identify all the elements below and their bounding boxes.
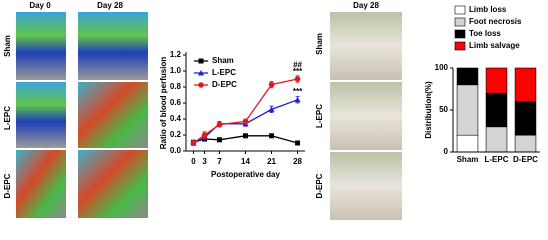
bar-segment (485, 92, 508, 128)
photo-panel: Day 28 Sham L-EPC D-EPC (315, 1, 402, 220)
x-tick-label: 3 (202, 157, 207, 166)
marker (216, 121, 223, 128)
y-tick-label: 1.2 (170, 50, 182, 59)
bar-segment (485, 126, 508, 153)
annotation: ## (293, 61, 302, 70)
bar-segment (485, 67, 508, 94)
y-tick-label: 0.2 (170, 130, 182, 139)
marker (268, 106, 275, 112)
marker (242, 118, 249, 125)
x-tick-label: 28 (293, 157, 302, 166)
y-tick-label: 50 (439, 105, 448, 114)
x-tick-label: L-EPC (485, 155, 509, 164)
column-label: Day 0 (29, 1, 51, 10)
column-label: Day 28 (353, 1, 379, 10)
marker (216, 137, 222, 143)
legend-marker (198, 82, 204, 88)
y-tick-label: 0.0 (170, 146, 182, 155)
x-tick-label: D-EPC (513, 155, 538, 164)
bar-segment (514, 101, 537, 136)
marker (268, 81, 275, 88)
x-tick-label: 14 (241, 157, 250, 166)
legend-label: Sham (212, 56, 234, 65)
bar-segment (456, 67, 479, 86)
annotation: *** (293, 67, 303, 76)
legend-label: Toe loss (469, 29, 501, 38)
bar-segment (514, 67, 537, 102)
legend-swatch (454, 29, 466, 39)
perfusion-image (78, 150, 148, 218)
legend-label: Limb salvage (469, 41, 520, 50)
legend-marker (198, 58, 204, 64)
perfusion-image (16, 150, 66, 218)
y-tick-label: 0.6 (170, 98, 182, 107)
row-label: D-EPC (315, 173, 324, 198)
bar-segment (456, 84, 479, 136)
x-axis-label: Postoperative day (211, 170, 280, 179)
x-tick-label: 7 (217, 157, 222, 166)
legend-swatch (454, 41, 466, 51)
perfusion-image (16, 82, 66, 148)
y-axis-label: Ratio of blood perfusion (159, 57, 168, 150)
perfusion-image (78, 12, 148, 80)
legend-label: Limb loss (469, 5, 507, 14)
image-panel: Day 0 Day 28 Sham L-EPC D-EPC (3, 1, 148, 218)
marker (295, 140, 301, 146)
figure: Day 0 Day 28 Sham L-EPC D-EPC Day 28 Sha… (3, 1, 540, 220)
y-tick-label: 0 (444, 147, 449, 156)
legend-swatch (454, 5, 466, 15)
marker (294, 76, 301, 82)
y-tick-label: 100 (435, 63, 449, 72)
legend-label: L-EPC (212, 68, 236, 77)
photo (330, 152, 402, 220)
x-tick-label: 0 (191, 157, 196, 166)
marker (243, 133, 248, 139)
marker (190, 140, 197, 146)
row-label: L-EPC (315, 104, 324, 128)
legend-swatch (454, 17, 466, 27)
y-tick-label: 1.0 (170, 66, 182, 75)
photo (330, 12, 402, 80)
y-tick-label: 0.4 (170, 114, 182, 123)
marker (294, 96, 301, 103)
row-label: Sham (315, 33, 324, 55)
legend-label: Foot necrosis (469, 17, 522, 26)
perfusion-image (16, 12, 66, 80)
annotation: *** (293, 87, 303, 96)
legend-label: D-EPC (212, 80, 237, 89)
bar-segment (456, 134, 479, 153)
x-tick-label: 21 (267, 157, 276, 166)
bar-segment (514, 134, 537, 153)
marker (201, 132, 208, 138)
row-label: L-EPC (3, 106, 12, 130)
column-label: Day 28 (97, 1, 123, 10)
x-tick-label: Sham (457, 155, 479, 164)
legend-marker (198, 70, 204, 76)
row-label: D-EPC (3, 173, 12, 198)
marker (269, 133, 275, 139)
y-tick-label: 0.8 (170, 82, 182, 91)
photo (330, 82, 402, 150)
row-label: Sham (3, 35, 12, 57)
y-axis-label: Distribution(%) (424, 81, 433, 139)
perfusion-image (78, 82, 148, 148)
